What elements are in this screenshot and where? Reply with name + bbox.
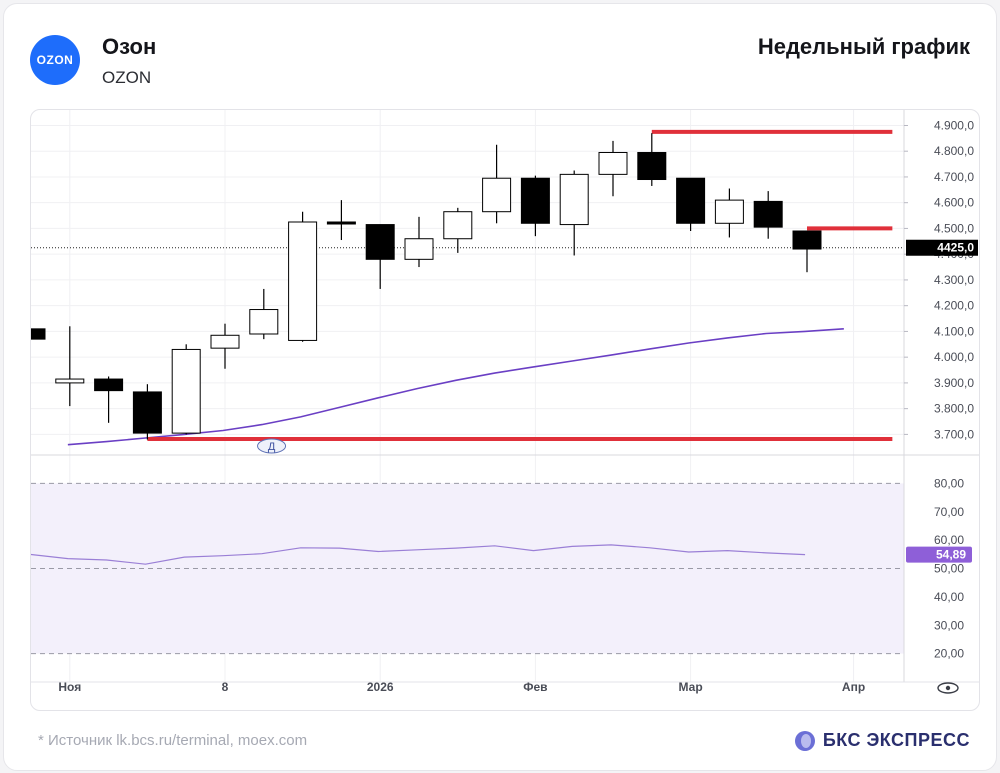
ticker-symbol: OZON [102,68,152,87]
candle-body-bullish [714,199,744,224]
time-axis-label: Фев [523,680,547,694]
source-note: * Источник lk.bcs.ru/terminal, moex.com [38,732,308,749]
candle-body-bearish [753,200,783,228]
time-axis-label: Мар [679,680,703,694]
candle-body-bullish [288,221,318,341]
candle-body-bearish [792,230,822,250]
candle-body-bullish [404,238,434,260]
candle-body-bearish [676,177,706,224]
last-price-label: 4425,0 [937,241,974,255]
price-tick-label: 4.700,0 [934,170,974,184]
candle-body-bullish [598,151,628,175]
price-tick-label: 3.700,0 [934,427,974,441]
brand-logo: БКС ЭКСПРЕСС [794,730,970,751]
chart-card: OZON Озон OZON Недельный график Д 3.700,0… [3,3,997,771]
ozon-logo: OZON [30,35,80,85]
price-tick-label: 4.600,0 [934,196,974,210]
time-axis-label: Ноя [58,680,81,694]
brand-name: БКС ЭКСПРЕСС [822,730,970,750]
candle-body-bullish [482,177,512,213]
time-axis-label: 8 [222,680,229,694]
price-chart-svg[interactable]: Д 3.700,0 3.800,0 3.900,0 4.000,0 4.100,0 4.20… [31,110,979,710]
price-tick-label: 4.000,0 [934,350,974,364]
time-axis-label: Апр [842,680,865,694]
candle-body-bearish [326,221,356,225]
chart-area[interactable]: Д 3.700,0 3.800,0 3.900,0 4.000,0 4.100,0 4.20… [30,109,980,711]
eye-icon-pupil [945,685,951,691]
price-tick-label: 4.800,0 [934,144,974,158]
candle-body-bearish [637,151,667,181]
candle-body-bearish [132,391,162,434]
rsi-tick-label: 50,00 [934,562,964,576]
price-tick-label: 4.300,0 [934,273,974,287]
candle-body-bearish [94,378,124,392]
rsi-tick-label: 30,00 [934,618,964,632]
price-tick-label: 3.800,0 [934,402,974,416]
rsi-tick-label: 70,00 [934,505,964,519]
candle-body-bullish [443,211,473,240]
rsi-tick-label: 20,00 [934,647,964,661]
candle-body-bullish [55,378,85,384]
candle-body-bullish [210,334,240,349]
rsi-tick-label: 40,00 [934,590,964,604]
candle-body-bullish [559,173,589,226]
eye-icon[interactable] [937,682,959,694]
rsi-tick-label: 60,00 [934,533,964,547]
candle-body-bullish [249,309,279,335]
company-name: Озон [102,34,157,59]
dividend-marker [257,438,287,454]
price-tick-label: 3.900,0 [934,376,974,390]
candle-body-bullish [171,348,201,434]
price-tick-label: 4.500,0 [934,221,974,235]
time-axis-label: 2026 [367,680,394,694]
price-tick-label: 4.100,0 [934,324,974,338]
brand-icon [794,730,815,751]
candle-body-bearish [31,328,46,340]
candle-body-bearish [520,177,550,224]
rsi-line [31,544,806,565]
candle-body-bearish [365,224,395,260]
chart-period-title: Недельный график [757,34,970,59]
price-tick-label: 4.200,0 [934,299,974,313]
rsi-tick-label: 80,00 [934,476,964,490]
logo-text: OZON [36,53,74,67]
rsi-value-badge [906,546,972,563]
rsi-value-label: 54,89 [936,548,966,562]
dividend-marker-label: Д [268,441,276,453]
price-tick-label: 4.900,0 [934,118,974,132]
last-price-badge [906,239,978,256]
eye-icon-outline [937,682,959,694]
